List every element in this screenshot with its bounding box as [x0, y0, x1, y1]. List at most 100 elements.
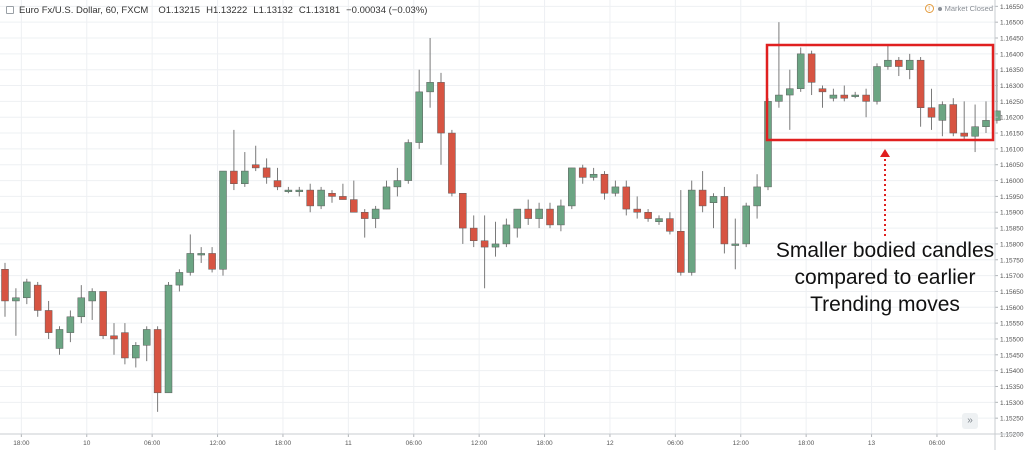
candle — [197, 247, 205, 263]
status-dot-icon — [937, 6, 942, 11]
candle-body — [971, 126, 979, 137]
candle — [44, 300, 53, 339]
candle — [971, 104, 979, 153]
y-tick-label: 1.16200 — [1000, 115, 1024, 122]
candle-body — [469, 227, 478, 242]
y-tick-label: 1.15550 — [1000, 321, 1024, 328]
symbol-label[interactable]: Euro Fx/U.S. Dollar, 60, FXCM — [19, 4, 149, 16]
candle-body — [99, 291, 107, 337]
y-tick-label: 1.16400 — [1000, 51, 1024, 58]
candle — [731, 218, 740, 270]
candle — [535, 202, 543, 229]
y-tick-label: 1.16150 — [1000, 131, 1024, 138]
candle — [927, 88, 936, 130]
candle — [829, 88, 838, 102]
candle-body — [568, 167, 576, 207]
candle-body — [851, 94, 859, 97]
candle-body — [448, 132, 456, 194]
y-tick-label: 1.15700 — [1000, 273, 1024, 280]
candle — [317, 186, 325, 210]
candle — [546, 202, 554, 229]
candle-body — [230, 170, 238, 184]
candle — [862, 88, 870, 118]
candle-body — [873, 66, 881, 102]
candle — [88, 288, 96, 320]
market-status[interactable]: ! Market Closed — [924, 4, 993, 13]
candle — [459, 192, 467, 244]
candle-body — [753, 186, 761, 207]
candle-body — [927, 107, 936, 118]
y-tick-label: 1.16450 — [1000, 36, 1024, 43]
candle-body — [938, 104, 947, 121]
candle-body — [709, 196, 718, 203]
candle — [66, 310, 75, 343]
candle — [262, 158, 271, 184]
candle-body — [775, 94, 783, 102]
candle-body — [480, 240, 489, 248]
y-tick-label: 1.16350 — [1000, 67, 1024, 74]
y-tick-label: 1.15400 — [1000, 368, 1024, 375]
candle-body — [197, 253, 205, 256]
candle — [480, 215, 489, 289]
candle-body — [916, 59, 925, 108]
annotation-line: Smaller bodied candles — [775, 239, 995, 262]
candle — [796, 47, 805, 92]
x-tick-label: 18:00 — [798, 440, 815, 447]
close-value: C1.13181 — [298, 4, 341, 16]
candle — [55, 326, 64, 355]
candle — [775, 22, 783, 108]
y-tick-label: 1.15950 — [1000, 194, 1024, 201]
candle-body — [731, 243, 740, 246]
y-tick-label: 1.15850 — [1000, 226, 1024, 233]
y-tick-label: 1.15750 — [1000, 257, 1024, 264]
candle — [524, 199, 532, 225]
candle-body — [121, 332, 129, 359]
candle — [23, 278, 31, 305]
candle — [208, 247, 216, 273]
candle — [655, 215, 663, 225]
candle — [415, 69, 423, 149]
candle-body — [982, 120, 990, 127]
candle — [578, 164, 587, 184]
candle-body — [666, 218, 674, 232]
candle — [818, 85, 827, 108]
candles — [1, 22, 1001, 412]
y-tick-label: 1.15500 — [1000, 336, 1024, 343]
candle-body — [251, 164, 260, 169]
y-tick-label: 1.15250 — [1000, 416, 1024, 423]
series-color-swatch[interactable] — [6, 6, 14, 14]
candle — [448, 129, 456, 197]
candle — [895, 57, 903, 77]
candle — [284, 186, 293, 194]
candle — [666, 212, 674, 235]
candle-body — [273, 180, 282, 188]
candle-body — [655, 218, 663, 223]
candle — [382, 180, 391, 210]
candle-body — [698, 189, 707, 207]
y-tick-label: 1.15900 — [1000, 210, 1024, 217]
candle-body — [796, 53, 805, 89]
candle-body — [633, 208, 641, 213]
candle-body — [524, 208, 532, 219]
candle-body — [840, 94, 849, 99]
candle-body — [905, 59, 914, 70]
candle-body — [415, 91, 423, 143]
x-tick-label: 12:00 — [209, 440, 226, 447]
candle — [1, 262, 9, 317]
candle — [884, 44, 892, 70]
candle — [426, 38, 434, 108]
candle — [219, 170, 227, 276]
candle-body — [262, 167, 271, 178]
double-chevron-right-icon[interactable]: » — [962, 413, 978, 429]
candle — [622, 180, 631, 216]
candle — [99, 291, 107, 339]
candle — [491, 221, 500, 257]
candle-body — [807, 53, 816, 83]
candle — [371, 205, 380, 229]
candle-body — [862, 94, 870, 102]
candle — [350, 180, 358, 213]
candle-body — [164, 284, 173, 394]
candle-body — [578, 167, 587, 178]
